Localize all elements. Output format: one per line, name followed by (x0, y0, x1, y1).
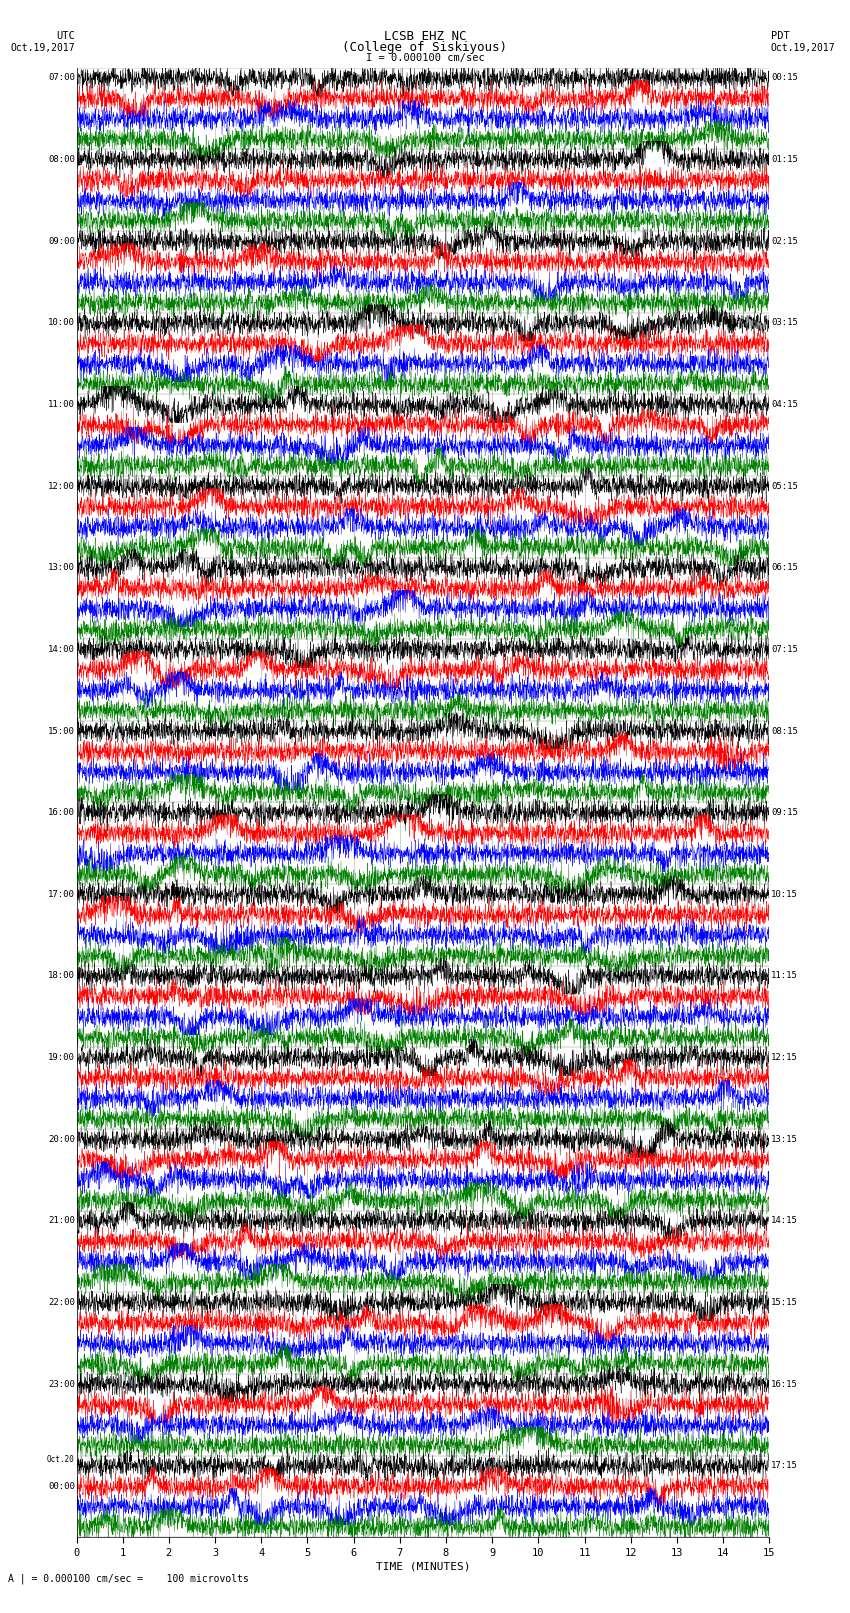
Text: 08:15: 08:15 (771, 726, 798, 736)
Text: 16:00: 16:00 (48, 808, 75, 818)
Text: 08:00: 08:00 (48, 155, 75, 165)
Text: 12:15: 12:15 (771, 1053, 798, 1061)
Text: Oct.19,2017: Oct.19,2017 (771, 42, 836, 53)
Text: 00:15: 00:15 (771, 74, 798, 82)
Text: 14:00: 14:00 (48, 645, 75, 653)
Text: 18:00: 18:00 (48, 971, 75, 981)
Text: 20:00: 20:00 (48, 1134, 75, 1144)
Text: 23:00: 23:00 (48, 1379, 75, 1389)
Text: 00:00: 00:00 (48, 1482, 75, 1490)
Text: A | = 0.000100 cm/sec =    100 microvolts: A | = 0.000100 cm/sec = 100 microvolts (8, 1574, 249, 1584)
Text: 02:15: 02:15 (771, 237, 798, 245)
Text: 05:15: 05:15 (771, 482, 798, 490)
Text: 17:00: 17:00 (48, 890, 75, 898)
Text: 11:00: 11:00 (48, 400, 75, 410)
Text: Oct.19,2017: Oct.19,2017 (10, 42, 75, 53)
Text: 01:15: 01:15 (771, 155, 798, 165)
Text: 03:15: 03:15 (771, 318, 798, 327)
Text: UTC: UTC (56, 31, 75, 42)
Text: (College of Siskiyous): (College of Siskiyous) (343, 40, 507, 55)
Text: 21:00: 21:00 (48, 1216, 75, 1226)
Text: 04:15: 04:15 (771, 400, 798, 410)
Text: 12:00: 12:00 (48, 482, 75, 490)
Text: 19:00: 19:00 (48, 1053, 75, 1061)
Text: I = 0.000100 cm/sec: I = 0.000100 cm/sec (366, 53, 484, 63)
Text: Oct.20: Oct.20 (47, 1455, 75, 1465)
Text: 14:15: 14:15 (771, 1216, 798, 1226)
Text: 10:00: 10:00 (48, 318, 75, 327)
Text: 07:15: 07:15 (771, 645, 798, 653)
Text: 07:00: 07:00 (48, 74, 75, 82)
Text: 13:00: 13:00 (48, 563, 75, 573)
Text: 10:15: 10:15 (771, 890, 798, 898)
Text: PDT: PDT (771, 31, 790, 42)
Text: 13:15: 13:15 (771, 1134, 798, 1144)
Text: 22:00: 22:00 (48, 1298, 75, 1307)
Text: 15:00: 15:00 (48, 726, 75, 736)
Text: 11:15: 11:15 (771, 971, 798, 981)
Text: 15:15: 15:15 (771, 1298, 798, 1307)
X-axis label: TIME (MINUTES): TIME (MINUTES) (376, 1561, 470, 1571)
Text: LCSB EHZ NC: LCSB EHZ NC (383, 29, 467, 44)
Text: 09:00: 09:00 (48, 237, 75, 245)
Text: 16:15: 16:15 (771, 1379, 798, 1389)
Text: 17:15: 17:15 (771, 1461, 798, 1471)
Text: 09:15: 09:15 (771, 808, 798, 818)
Text: 06:15: 06:15 (771, 563, 798, 573)
